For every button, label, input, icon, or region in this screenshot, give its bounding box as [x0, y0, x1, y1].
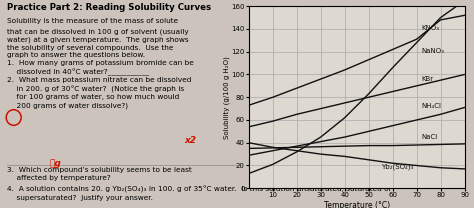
Text: Yb₂(SO₄)₃: Yb₂(SO₄)₃ — [381, 163, 413, 170]
Text: 3.  Which compound’s solubility seems to be least
    affected by temperature?: 3. Which compound’s solubility seems to … — [8, 167, 192, 181]
X-axis label: Temperature (°C): Temperature (°C) — [324, 201, 390, 208]
Text: x2: x2 — [184, 136, 196, 145]
Text: 4.  A solution contains 20. g Yb₂(SO₄)₃ in 100. g of 35°C water.  Is this soluti: 4. A solution contains 20. g Yb₂(SO₄)₃ i… — [8, 186, 392, 201]
Text: KNO₃: KNO₃ — [421, 25, 439, 31]
Text: Practice Part 2: Reading Solubility Curves: Practice Part 2: Reading Solubility Curv… — [8, 3, 211, 12]
Text: that can be dissolved in 100 g of solvent (usually
water) at a given temperature: that can be dissolved in 100 g of solven… — [8, 28, 194, 109]
Y-axis label: Solubility (g/100 g H₂O): Solubility (g/100 g H₂O) — [223, 56, 230, 139]
Text: Solubility is the measure of the mass of solute: Solubility is the measure of the mass of… — [8, 18, 179, 24]
Text: 穩g: 穩g — [50, 159, 62, 168]
Text: NaNO₃: NaNO₃ — [421, 48, 444, 54]
Text: NH₄Cl: NH₄Cl — [421, 103, 441, 109]
Text: KBr: KBr — [421, 77, 434, 82]
Text: NaCl: NaCl — [421, 134, 438, 140]
